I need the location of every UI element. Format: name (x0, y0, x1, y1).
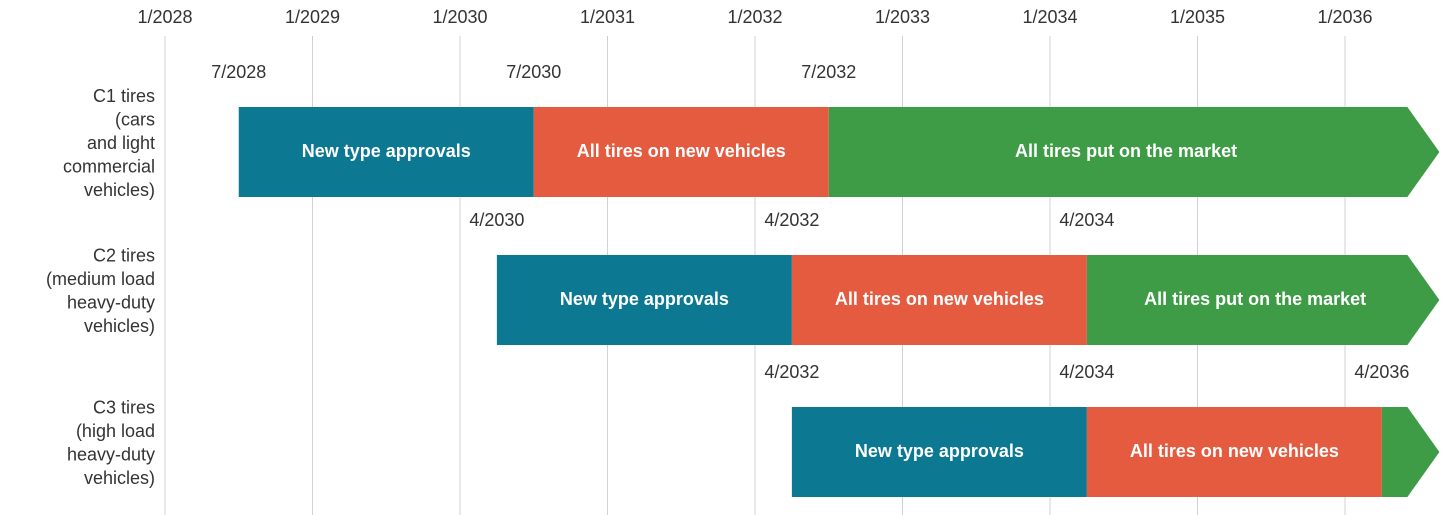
row-label: (cars (115, 109, 155, 129)
row-label: (medium load (46, 269, 155, 289)
x-tick-label: 1/2033 (875, 7, 930, 27)
start-label: 4/2034 (1059, 210, 1114, 230)
phase-label: All tires put on the market (1015, 141, 1237, 161)
start-label: 4/2032 (764, 210, 819, 230)
phase-label: New type approvals (560, 289, 729, 309)
phase-label: New type approvals (855, 441, 1024, 461)
row-label: vehicles) (84, 468, 155, 488)
phase-bar (496, 255, 792, 345)
phase-label: All tires on new vehicles (1130, 441, 1339, 461)
x-tick-label: 1/2035 (1170, 7, 1225, 27)
x-tick-label: 1/2029 (285, 7, 340, 27)
start-label: 7/2028 (211, 62, 266, 82)
row-label: heavy-duty (67, 445, 155, 465)
x-tick-label: 1/2034 (1022, 7, 1077, 27)
start-label: 7/2032 (801, 62, 856, 82)
row-label: C3 tires (93, 398, 155, 418)
phase-bar (533, 107, 829, 197)
x-tick-label: 1/2030 (432, 7, 487, 27)
phase-label: New type approvals (302, 141, 471, 161)
x-tick-label: 1/2028 (137, 7, 192, 27)
row-label: (high load (76, 421, 155, 441)
start-label: 4/2032 (764, 362, 819, 382)
row-label: heavy-duty (67, 293, 155, 313)
phase-arrow (828, 107, 1440, 197)
phase-bar (1086, 407, 1382, 497)
x-tick-label: 1/2032 (727, 7, 782, 27)
row-label: vehicles) (84, 180, 155, 200)
row-label: C1 tires (93, 86, 155, 106)
phase-label: All tires put on the market (1144, 289, 1366, 309)
phase-label: All tires on new vehicles (577, 141, 786, 161)
start-label: 4/2036 (1354, 362, 1409, 382)
phase-arrow (1381, 407, 1440, 497)
x-tick-label: 1/2036 (1317, 7, 1372, 27)
start-label: 7/2030 (506, 62, 561, 82)
phase-bar (238, 107, 534, 197)
phase-bar (791, 407, 1087, 497)
phase-bar (791, 255, 1087, 345)
phase-arrow (1086, 255, 1440, 345)
row-label: commercial (63, 156, 155, 176)
row-label: vehicles) (84, 316, 155, 336)
x-tick-label: 1/2031 (580, 7, 635, 27)
phase-label: All tires on new vehicles (835, 289, 1044, 309)
row-label: C2 tires (93, 246, 155, 266)
row-label: and light (87, 133, 155, 153)
start-label: 4/2030 (469, 210, 524, 230)
start-label: 4/2034 (1059, 362, 1114, 382)
